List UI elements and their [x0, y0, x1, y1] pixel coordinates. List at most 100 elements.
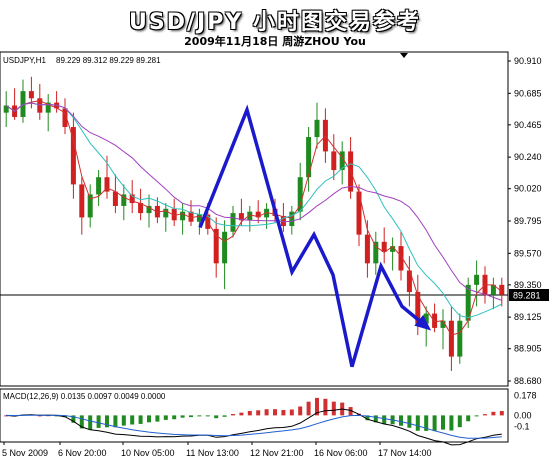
candle-body: [423, 313, 429, 324]
macd-bar: [382, 415, 387, 425]
macd-label: MACD(12,26,9) 0.0135 0.0097 0.0049 0.000…: [3, 392, 166, 401]
scroll-marker-icon: [400, 53, 408, 58]
macd-tick-label: -0.1: [514, 422, 530, 432]
macd-bar: [105, 415, 109, 428]
candle-body: [381, 241, 387, 252]
macd-bar: [298, 406, 303, 416]
candle-body: [222, 231, 228, 264]
moving-average-line: [5, 100, 503, 336]
macd-bar: [407, 415, 412, 428]
macd-bar: [231, 414, 235, 416]
y-tick-label: 89.350: [514, 280, 542, 290]
y-tick-label: 90.465: [514, 120, 542, 130]
candle-body: [45, 102, 51, 113]
x-tick-label: 16 Nov 06:00: [314, 448, 368, 458]
macd-bar: [331, 401, 336, 416]
current-price-label: 89.281: [513, 291, 541, 301]
macd-bar: [273, 409, 277, 416]
macd-bar: [348, 407, 353, 416]
y-tick-label: 88.680: [514, 376, 542, 386]
x-tick-label: 6 Nov 20:00: [58, 448, 107, 458]
y-tick-label: 90.685: [514, 88, 542, 98]
macd-bar: [172, 415, 177, 420]
candle-body: [474, 274, 480, 285]
moving-average-line: [5, 102, 502, 301]
candle-body: [364, 234, 370, 264]
candle-body: [457, 320, 463, 357]
macd-bar: [323, 398, 328, 416]
macd-bar: [256, 410, 261, 416]
price-axis: 90.910 90.685 90.465 90.240 90.020 89.795 89.5…: [508, 56, 542, 386]
candle-body: [171, 208, 177, 221]
macd-bar: [113, 415, 118, 428]
macd-tick-label: 0.178: [514, 390, 537, 400]
candle-body: [70, 127, 76, 185]
macd-bar: [432, 415, 437, 432]
candle-body: [28, 91, 34, 99]
macd-indicator: 0.178 0.00 -0.1: [4, 390, 537, 446]
macd-bar: [121, 415, 126, 426]
ohlc-label: 89.229 89.312 89.229 89.281: [56, 56, 161, 65]
macd-bar: [365, 415, 370, 421]
candle-body: [247, 211, 253, 221]
candle-body: [490, 284, 496, 295]
symbol-label: USDJPY,H1: [3, 56, 47, 65]
candle-body: [356, 191, 362, 235]
candle-body: [289, 211, 295, 227]
macd-bar: [306, 401, 311, 416]
candle-body: [62, 108, 68, 128]
candle-body: [331, 151, 337, 171]
macd-bar: [37, 415, 42, 417]
candle-body: [3, 105, 9, 113]
x-tick-label: 11 Nov 13:00: [186, 448, 239, 458]
candle-body: [146, 205, 152, 214]
macd-bar: [281, 410, 286, 416]
y-tick-label: 89.125: [514, 312, 542, 322]
candle-body: [499, 284, 505, 295]
candle-body: [121, 194, 127, 206]
macd-bar: [289, 409, 294, 416]
macd-bar: [71, 415, 76, 423]
candle-body: [180, 211, 186, 221]
candle-body: [230, 213, 236, 232]
macd-bar: [138, 415, 143, 424]
candle-body: [432, 313, 438, 328]
candle-body: [440, 320, 446, 328]
macd-bar: [189, 415, 193, 418]
macd-line: [6, 408, 502, 446]
macd-bar: [499, 411, 504, 416]
candle-body: [390, 246, 396, 252]
macd-tick-label: 0.00: [514, 410, 532, 420]
candle-body: [373, 241, 379, 264]
main-panel: [0, 51, 509, 387]
candle-body: [188, 211, 194, 222]
macd-bar: [79, 415, 84, 429]
macd-bar: [466, 415, 471, 422]
candle-body: [163, 208, 169, 218]
chart-header: USD/JPY 小时图交易参考 2009年11月18日 周游ZHOU You: [0, 0, 550, 50]
candles-group: [3, 76, 505, 371]
candle-body: [398, 246, 404, 271]
macd-bar: [373, 415, 378, 423]
candle-body: [415, 292, 421, 324]
macd-panel: [0, 388, 509, 443]
macd-bar: [197, 415, 202, 417]
chart-title: USD/JPY 小时图交易参考: [129, 10, 421, 35]
candle-body: [213, 228, 219, 264]
macd-signal-line: [6, 414, 502, 439]
pattern-line: [198, 104, 430, 368]
macd-bar: [247, 410, 252, 416]
candle-body: [37, 98, 43, 113]
chart-subtitle: 2009年11月18日 周游ZHOU You: [184, 35, 366, 48]
candle-body: [112, 191, 118, 206]
macd-bar: [163, 415, 168, 420]
macd-bar: [474, 415, 479, 417]
moving-average-line: [5, 102, 503, 319]
macd-bar: [449, 415, 454, 431]
macd-bar: [483, 414, 487, 416]
candle-body: [339, 151, 345, 171]
y-tick-label: 90.240: [514, 152, 542, 162]
candle-body: [448, 320, 454, 357]
x-tick-label: 17 Nov 14:00: [378, 448, 432, 458]
current-price-box: [509, 289, 549, 301]
